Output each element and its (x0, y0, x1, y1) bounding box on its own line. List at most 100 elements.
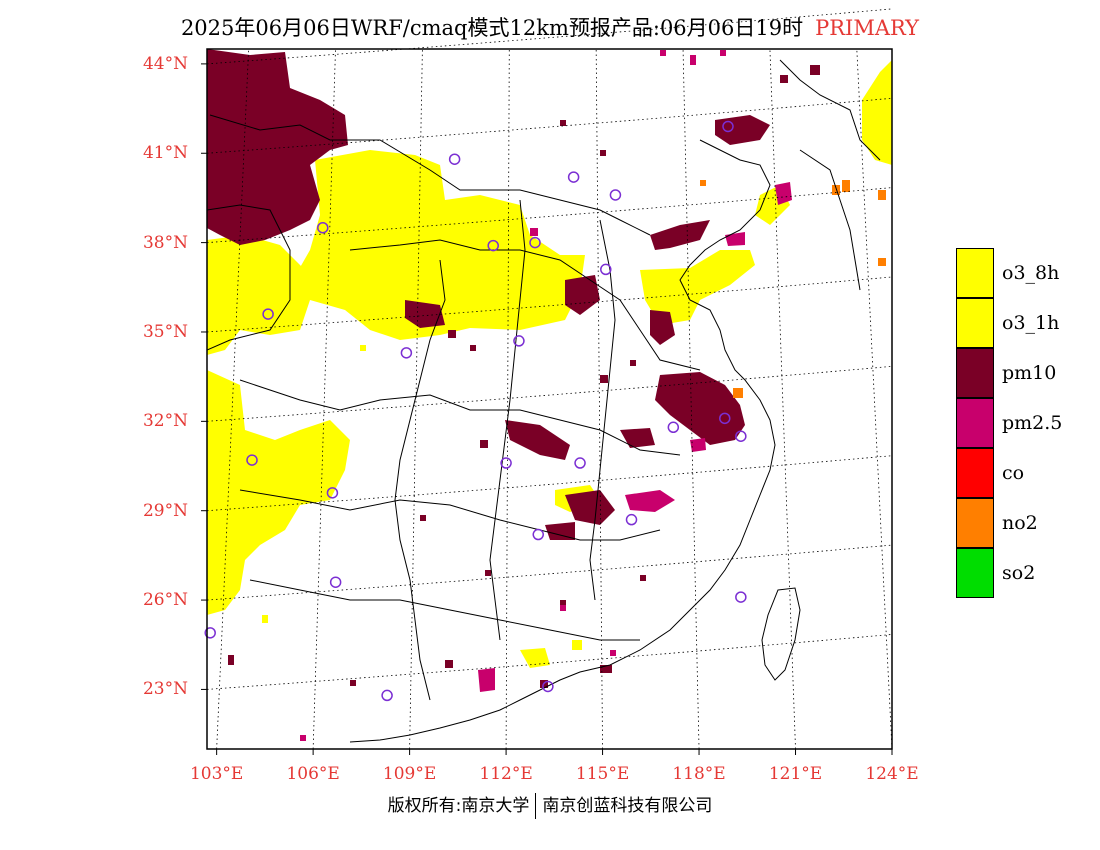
o3-region-west (207, 235, 310, 355)
legend-label: so2 (1002, 562, 1036, 584)
legend-label: no2 (1002, 512, 1038, 534)
copyright-left: 版权所有:南京大学 (387, 796, 530, 816)
longitude-label: 112°E (479, 764, 533, 784)
pixel-cell (600, 375, 608, 383)
pm25-region-guangdong (478, 668, 495, 692)
station-marker (574, 457, 586, 469)
longitude-gridline (409, 48, 423, 750)
province-line (249, 579, 640, 641)
o3-region-northeast (862, 60, 892, 165)
latitude-label: 23°N (142, 679, 188, 700)
station-marker (400, 347, 413, 359)
station-marker (246, 454, 258, 466)
pm25-region-liaoning (775, 182, 792, 205)
province-line (239, 379, 681, 456)
province-line (589, 219, 616, 601)
longitude-gridline (769, 48, 796, 750)
station-marker (600, 263, 612, 276)
pixel-cell (600, 150, 606, 156)
pm10-region-hubei (505, 420, 570, 460)
no2-spot-korea-d (878, 258, 886, 266)
pixel-cell (690, 55, 696, 65)
pm10-region-jiangsu-north (650, 310, 675, 345)
station-marker (735, 591, 747, 603)
no2-spot-korea-c (878, 190, 886, 200)
no2-layer (700, 180, 886, 398)
pm10-region-hebei (650, 220, 710, 250)
pixel-cell (630, 360, 636, 366)
station-marker (262, 308, 274, 320)
latitude-gridline (206, 8, 893, 65)
pixel-cell (810, 65, 820, 75)
station-markers (204, 120, 747, 702)
no2-spot-shanghai (733, 388, 743, 398)
longitude-label: 109°E (382, 764, 437, 784)
station-marker (329, 576, 342, 588)
legend-swatch (956, 548, 994, 598)
latitude-gridline (206, 97, 893, 154)
longitude-label: 106°E (286, 764, 340, 784)
pixel-cell (445, 660, 453, 668)
longitude-label: 115°E (575, 764, 630, 784)
latitude-label: 29°N (142, 500, 188, 521)
pixel-cell (300, 735, 306, 741)
primary-tag: PRIMARY (815, 16, 920, 40)
latitude-label: 26°N (142, 590, 188, 611)
no2-spot-korea-a (832, 185, 840, 195)
latitude-gridline (206, 187, 893, 244)
pixel-cell (660, 50, 666, 56)
station-marker (448, 153, 461, 165)
station-marker (529, 236, 541, 249)
pm10-region-shanxi (405, 300, 445, 328)
pixel-cell (610, 650, 616, 656)
station-marker (204, 627, 216, 639)
copyright-separator (535, 793, 537, 819)
legend-swatch (956, 348, 994, 398)
station-marker (381, 689, 393, 702)
station-marker (532, 528, 544, 541)
station-marker (542, 680, 554, 693)
legend-swatch (956, 248, 994, 298)
pixel-cell (485, 570, 491, 576)
province-line (489, 199, 526, 641)
station-marker (735, 430, 747, 442)
latitude-gridline (206, 365, 893, 422)
longitude-label: 121°E (768, 764, 823, 784)
pm25-region-zhejiang (625, 490, 675, 512)
station-marker (317, 221, 329, 234)
boundaries (207, 59, 881, 743)
pixel-cell (530, 228, 538, 236)
pixel-cell (572, 640, 582, 650)
latitude-label: 44°N (142, 53, 188, 74)
legend-swatch (956, 398, 994, 448)
pm25-region-anhui (690, 438, 706, 452)
legend-label: pm10 (1002, 362, 1057, 384)
copyright-right: 南京创蓝科技有限公司 (542, 796, 713, 816)
coastline (349, 139, 776, 743)
pm10-region-liaoning (715, 115, 770, 145)
pm10-region-anhui (620, 428, 655, 448)
station-marker (609, 189, 622, 201)
map-frame (206, 48, 893, 750)
station-marker (667, 421, 680, 434)
latitude-label: 41°N (142, 143, 188, 164)
pixel-cell (560, 605, 566, 611)
station-marker (567, 171, 580, 183)
pm10-region-hunan (545, 522, 575, 540)
pm10-region-anhui-jiangsu (655, 372, 745, 445)
legend-label: o3_8h (1002, 262, 1060, 284)
pm10-region-henan (565, 275, 600, 315)
pixel-cell (720, 50, 726, 56)
pixel-cell (360, 345, 366, 351)
station-marker (722, 120, 734, 133)
o3-region-north (290, 150, 585, 340)
pm25-region-hebei (725, 232, 745, 246)
pixel-cell (350, 680, 356, 686)
province-line (209, 114, 651, 236)
pixel-cell (640, 575, 646, 581)
o3-region-south (520, 648, 550, 668)
pixel-cell (780, 75, 788, 83)
latitude-gridline (206, 544, 893, 601)
pixel-cell (480, 440, 488, 448)
